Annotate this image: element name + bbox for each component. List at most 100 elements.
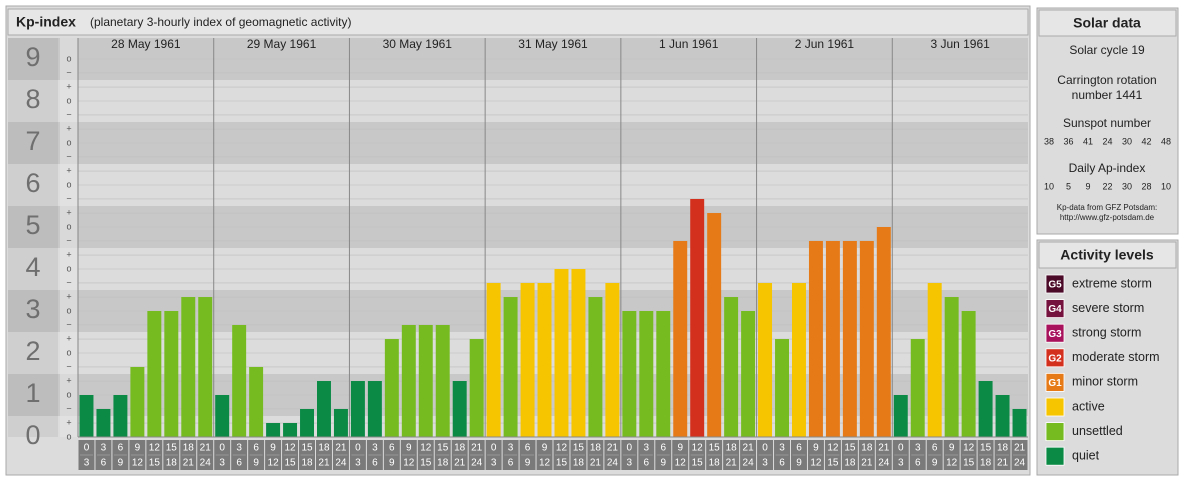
interval-to: 6 xyxy=(644,458,650,469)
source: http://www.gfz-potsdam.de xyxy=(1060,213,1155,222)
sunspot-title: Sunspot number xyxy=(1063,116,1151,130)
band-label-bg xyxy=(8,332,58,374)
bar xyxy=(571,269,586,437)
bar xyxy=(876,227,891,437)
bar xyxy=(995,395,1010,437)
bar xyxy=(724,297,739,437)
day-label: 2 Jun 1961 xyxy=(795,37,855,51)
interval-to: 12 xyxy=(403,458,415,469)
interval-to: 15 xyxy=(420,458,432,469)
interval-from: 6 xyxy=(932,443,938,454)
legend-badge: G4 xyxy=(1048,304,1062,315)
y-tick-label: 3 xyxy=(25,294,40,324)
interval-to: 12 xyxy=(946,458,958,469)
legend-label: quiet xyxy=(1072,448,1100,462)
bar xyxy=(181,297,196,437)
interval-from: 18 xyxy=(318,443,330,454)
interval-to: 9 xyxy=(932,458,938,469)
bar xyxy=(198,297,213,437)
interval-to: 24 xyxy=(335,458,347,469)
interval-to: 6 xyxy=(779,458,785,469)
bar xyxy=(622,311,637,437)
interval-from: 0 xyxy=(84,443,90,454)
legend-badge: G5 xyxy=(1048,280,1062,291)
interval-to: 18 xyxy=(844,458,856,469)
sunspot-value: 41 xyxy=(1083,136,1093,146)
legend-label: active xyxy=(1072,399,1105,413)
solar-title: Solar data xyxy=(1073,15,1141,31)
interval-from: 0 xyxy=(219,443,225,454)
interval-to: 21 xyxy=(861,458,873,469)
bar xyxy=(283,423,298,437)
bar xyxy=(317,381,331,437)
day-label: 30 May 1961 xyxy=(383,37,453,51)
minor-tick-label: + xyxy=(66,207,71,217)
band-label-bg xyxy=(8,164,58,206)
bar xyxy=(825,240,840,437)
interval-to: 9 xyxy=(796,458,802,469)
interval-to: 3 xyxy=(627,458,633,469)
interval-from: 21 xyxy=(200,443,212,454)
interval-from: 15 xyxy=(980,443,992,454)
interval-from: 3 xyxy=(508,443,514,454)
interval-to: 24 xyxy=(743,458,755,469)
minor-label-column xyxy=(60,38,78,437)
band-label-bg xyxy=(8,206,58,248)
interval-to: 3 xyxy=(355,458,361,469)
bar xyxy=(808,240,823,437)
subtitle: (planetary 3-hourly index of geomagnetic… xyxy=(90,15,351,29)
minor-tick-label: o xyxy=(66,53,71,63)
interval-to: 3 xyxy=(898,458,904,469)
band-label-bg xyxy=(8,248,58,290)
interval-from: 21 xyxy=(471,443,483,454)
interval-to: 15 xyxy=(556,458,568,469)
interval-to: 6 xyxy=(372,458,378,469)
minor-tick-label: + xyxy=(66,375,71,385)
bar xyxy=(842,240,857,437)
ap-value: 28 xyxy=(1141,181,1151,191)
band-label-bg xyxy=(8,80,58,122)
y-tick-label: 2 xyxy=(25,336,40,366)
minor-tick-label: + xyxy=(66,249,71,259)
interval-from: 12 xyxy=(420,443,432,454)
interval-to: 24 xyxy=(607,458,619,469)
bar xyxy=(775,339,789,437)
bar xyxy=(249,366,264,437)
carrington: number 1441 xyxy=(1072,88,1143,102)
interval-from: 18 xyxy=(861,443,873,454)
minor-tick-label: − xyxy=(66,67,71,77)
interval-from: 15 xyxy=(437,443,449,454)
legend-label: extreme storm xyxy=(1072,276,1152,290)
bar xyxy=(910,339,925,437)
interval-to: 24 xyxy=(200,458,212,469)
bar xyxy=(656,311,671,437)
interval-from: 0 xyxy=(355,443,361,454)
legend-label: unsettled xyxy=(1072,424,1123,438)
interval-to: 18 xyxy=(301,458,313,469)
day-label: 29 May 1961 xyxy=(247,37,317,51)
bar xyxy=(367,381,382,437)
day-label: 31 May 1961 xyxy=(518,37,588,51)
levels-title: Activity levels xyxy=(1060,247,1154,263)
bar xyxy=(79,395,94,437)
interval-from: 9 xyxy=(949,443,955,454)
interval-to: 6 xyxy=(101,458,107,469)
sunspot-value: 36 xyxy=(1063,136,1073,146)
bar xyxy=(741,311,756,437)
bar xyxy=(130,366,145,437)
minor-tick-label: o xyxy=(66,179,71,189)
bar xyxy=(978,381,993,437)
bar xyxy=(300,408,314,437)
bar xyxy=(639,311,654,437)
legend-label: severe storm xyxy=(1072,301,1144,315)
interval-from: 18 xyxy=(454,443,466,454)
minor-tick-label: + xyxy=(66,165,71,175)
interval-to: 3 xyxy=(219,458,225,469)
y-tick-label: 1 xyxy=(25,378,40,408)
bar xyxy=(673,240,688,437)
interval-to: 12 xyxy=(810,458,822,469)
y-tick-label: 9 xyxy=(25,42,40,72)
bar xyxy=(96,408,111,437)
band-label-bg xyxy=(8,416,58,437)
